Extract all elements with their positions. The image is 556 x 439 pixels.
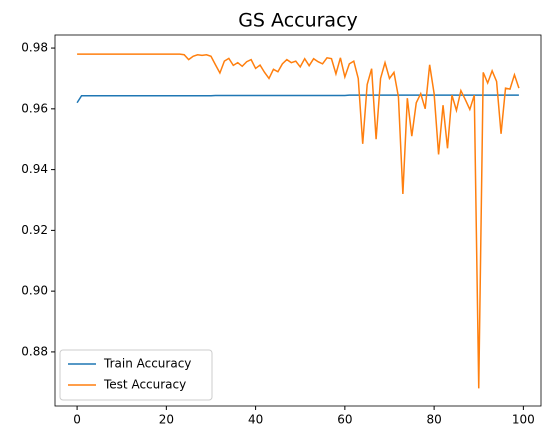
x-tick-label: 20 bbox=[159, 413, 174, 427]
legend-label: Test Accuracy bbox=[103, 378, 186, 392]
legend-label: Train Accuracy bbox=[103, 357, 191, 371]
x-tick-label: 80 bbox=[426, 413, 441, 427]
line bbox=[76, 94, 519, 104]
line bbox=[77, 53, 520, 389]
x-tick-label: 100 bbox=[512, 413, 535, 427]
chart-title: GS Accuracy bbox=[238, 10, 358, 32]
y-tick-label: 0.96 bbox=[21, 101, 48, 115]
y-tick-label: 0.90 bbox=[21, 284, 48, 298]
x-tick-label: 40 bbox=[248, 413, 263, 427]
y-tick-label: 0.98 bbox=[21, 41, 48, 55]
legend-box bbox=[59, 349, 213, 401]
plot-frame bbox=[54, 34, 542, 407]
y-tick-label: 0.92 bbox=[21, 223, 48, 237]
x-tick-label: 60 bbox=[337, 413, 352, 427]
y-tick-label: 0.94 bbox=[21, 162, 48, 176]
x-tick-label: 0 bbox=[73, 413, 81, 427]
y-tick-label: 0.88 bbox=[21, 344, 48, 358]
